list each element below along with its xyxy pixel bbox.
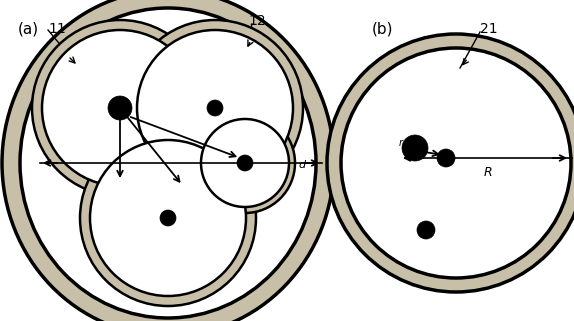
Text: 2borr: 2borr	[172, 160, 198, 170]
Circle shape	[402, 135, 428, 161]
Circle shape	[80, 130, 256, 306]
Circle shape	[32, 20, 208, 196]
Circle shape	[137, 30, 293, 186]
Circle shape	[90, 140, 246, 296]
Text: d: d	[298, 160, 305, 170]
Text: 12: 12	[248, 14, 266, 28]
Text: r: r	[124, 138, 129, 148]
Circle shape	[341, 48, 571, 278]
Circle shape	[327, 34, 574, 292]
Circle shape	[201, 119, 289, 207]
Circle shape	[160, 210, 176, 226]
Circle shape	[108, 96, 132, 120]
Text: 21: 21	[480, 22, 498, 36]
Ellipse shape	[20, 8, 316, 318]
Circle shape	[127, 20, 303, 196]
Circle shape	[437, 149, 455, 167]
Text: R: R	[484, 167, 492, 179]
Ellipse shape	[2, 0, 334, 321]
Text: r: r	[276, 160, 280, 170]
Circle shape	[42, 30, 198, 186]
Circle shape	[195, 113, 295, 213]
Text: r: r	[399, 138, 403, 148]
Circle shape	[417, 221, 435, 239]
Text: 11: 11	[48, 22, 66, 36]
Text: (b): (b)	[372, 22, 394, 37]
Circle shape	[207, 100, 223, 116]
Text: (a): (a)	[18, 22, 39, 37]
Circle shape	[237, 155, 253, 171]
